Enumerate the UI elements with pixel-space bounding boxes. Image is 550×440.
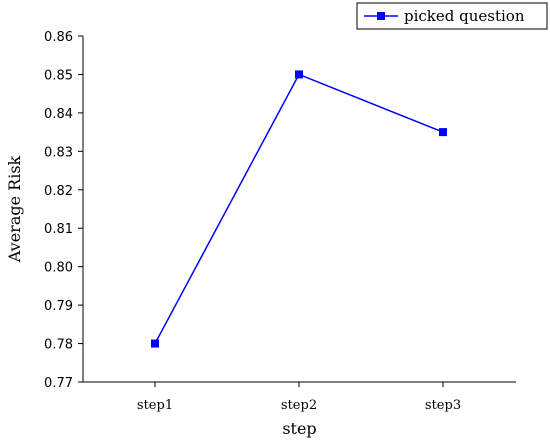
legend: picked question (356, 2, 548, 30)
x-tick-label: step1 (137, 398, 173, 413)
x-axis-title: step (282, 419, 316, 438)
y-tick-label: 0.82 (44, 184, 73, 199)
data-point-marker (295, 70, 303, 79)
series-line (154, 73, 444, 344)
legend-label: picked question (404, 7, 525, 25)
x-tick-label: step2 (281, 398, 317, 413)
series-layer (151, 70, 447, 348)
data-point-marker (151, 339, 159, 348)
legend-marker-swatch (377, 12, 385, 20)
y-tick-label: 0.86 (44, 30, 73, 45)
y-tick-label: 0.80 (44, 261, 73, 276)
y-tick-label: 0.81 (44, 222, 73, 237)
y-tick-label: 0.79 (44, 299, 73, 314)
y-tick-label: 0.83 (44, 145, 73, 160)
axes (82, 36, 516, 383)
y-tick-label: 0.77 (44, 376, 73, 391)
x-ticks: step1 step2 step3 (137, 382, 461, 413)
y-ticks: 0.77 0.78 0.79 0.80 0.81 0.82 0.83 0.84 0.85 0.86 (44, 30, 83, 391)
x-tick-label: step3 (425, 398, 461, 413)
y-tick-label: 0.84 (44, 107, 73, 122)
y-axis-title: Average Risk (5, 155, 24, 263)
data-point-marker (439, 128, 447, 137)
y-tick-label: 0.78 (44, 338, 73, 353)
y-tick-label: 0.85 (44, 68, 73, 83)
